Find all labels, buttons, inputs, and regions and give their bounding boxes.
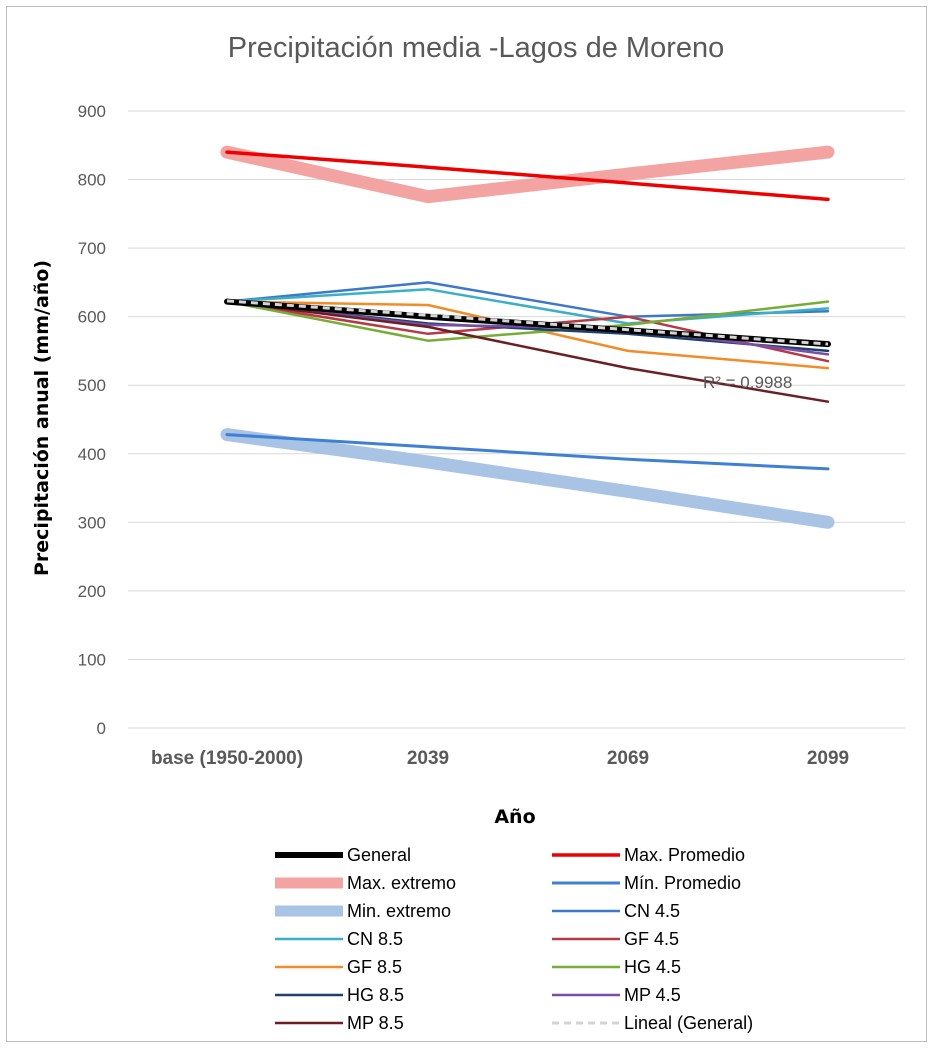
gridlines [128,110,905,729]
legend-item-hg-4-5: HG 4.5 [552,957,681,977]
chart-title: Precipitación media -Lagos de Moreno [228,32,725,64]
legend-label: Max. extremo [347,873,456,893]
series-line-min-extremo [220,428,835,529]
series-line-min-promedio [225,433,830,471]
legend-item-min-promedio: Mín. Promedio [552,873,741,893]
legend-label: Min. extremo [347,901,451,921]
legend-item-lineal-general: Lineal (General) [552,1013,753,1033]
legend-item-cn-4-5: CN 4.5 [552,901,680,921]
legend-label: MP 4.5 [624,985,681,1005]
y-tick-label: 200 [78,582,106,601]
legend-label: Mín. Promedio [624,873,741,893]
series-line-cn-8-5 [225,287,830,325]
y-tick-label: 900 [78,102,106,121]
legend-label: Max. Promedio [624,845,745,865]
chart-frame [6,6,927,1042]
x-tick-label: base (1950-2000) [151,748,303,769]
series-line-mp-8-5 [225,300,830,403]
series-line-max-promedio [225,150,830,202]
x-axis-ticks: base (1950-2000) 2039 2069 2099 [151,748,849,769]
x-tick-label: 2099 [807,748,849,769]
legend-item-mp-4-5: MP 4.5 [552,985,681,1005]
r-squared-annotation: R² = 0.9988 [703,373,792,392]
legend-label: CN 4.5 [624,901,680,921]
legend-item-hg-8-5: HG 8.5 [275,985,404,1005]
legend-label: CN 8.5 [347,929,403,949]
y-tick-label: 800 [78,171,106,190]
series-line-lineal-general [226,299,829,346]
legend-label: GF 4.5 [624,929,679,949]
legend-item-max-extremo: Max. extremo [275,873,456,893]
series-lines [220,145,835,529]
y-tick-label: 500 [78,376,106,395]
y-tick-label: 400 [78,445,106,464]
series-line-max-extremo [220,145,835,204]
y-axis-ticks: 0 100 200 300 400 500 600 700 800 900 [78,102,106,738]
series-line-hg-4-5 [225,300,830,342]
legend-item-min-extremo: Min. extremo [275,901,451,921]
legend-item-max-promedio: Max. Promedio [552,845,745,865]
y-tick-label: 100 [78,650,106,669]
legend-label: Lineal (General) [624,1013,753,1033]
legend-item-gf-8-5: GF 8.5 [275,957,402,977]
legend-label: MP 8.5 [347,1013,404,1033]
legend-item-mp-8-5: MP 8.5 [275,1013,404,1033]
y-tick-label: 300 [78,513,106,532]
x-tick-label: 2039 [407,748,449,769]
x-axis-title: Año [494,806,535,828]
x-tick-label: 2069 [607,748,649,769]
legend-label: HG 4.5 [624,957,681,977]
legend-label: HG 8.5 [347,985,404,1005]
y-tick-label: 700 [78,239,106,258]
y-axis-title: Precipitación anual (mm/año) [31,260,53,576]
y-tick-label: 0 [97,719,106,738]
legend: General Max. Promedio Max. extremo Mín. Pro… [275,845,753,1033]
legend-label: GF 8.5 [347,957,402,977]
y-tick-label: 600 [78,308,106,327]
legend-item-gf-4-5: GF 4.5 [552,929,679,949]
legend-item-cn-8-5: CN 8.5 [275,929,403,949]
legend-item-general: General [275,845,411,865]
legend-label: General [347,845,411,865]
